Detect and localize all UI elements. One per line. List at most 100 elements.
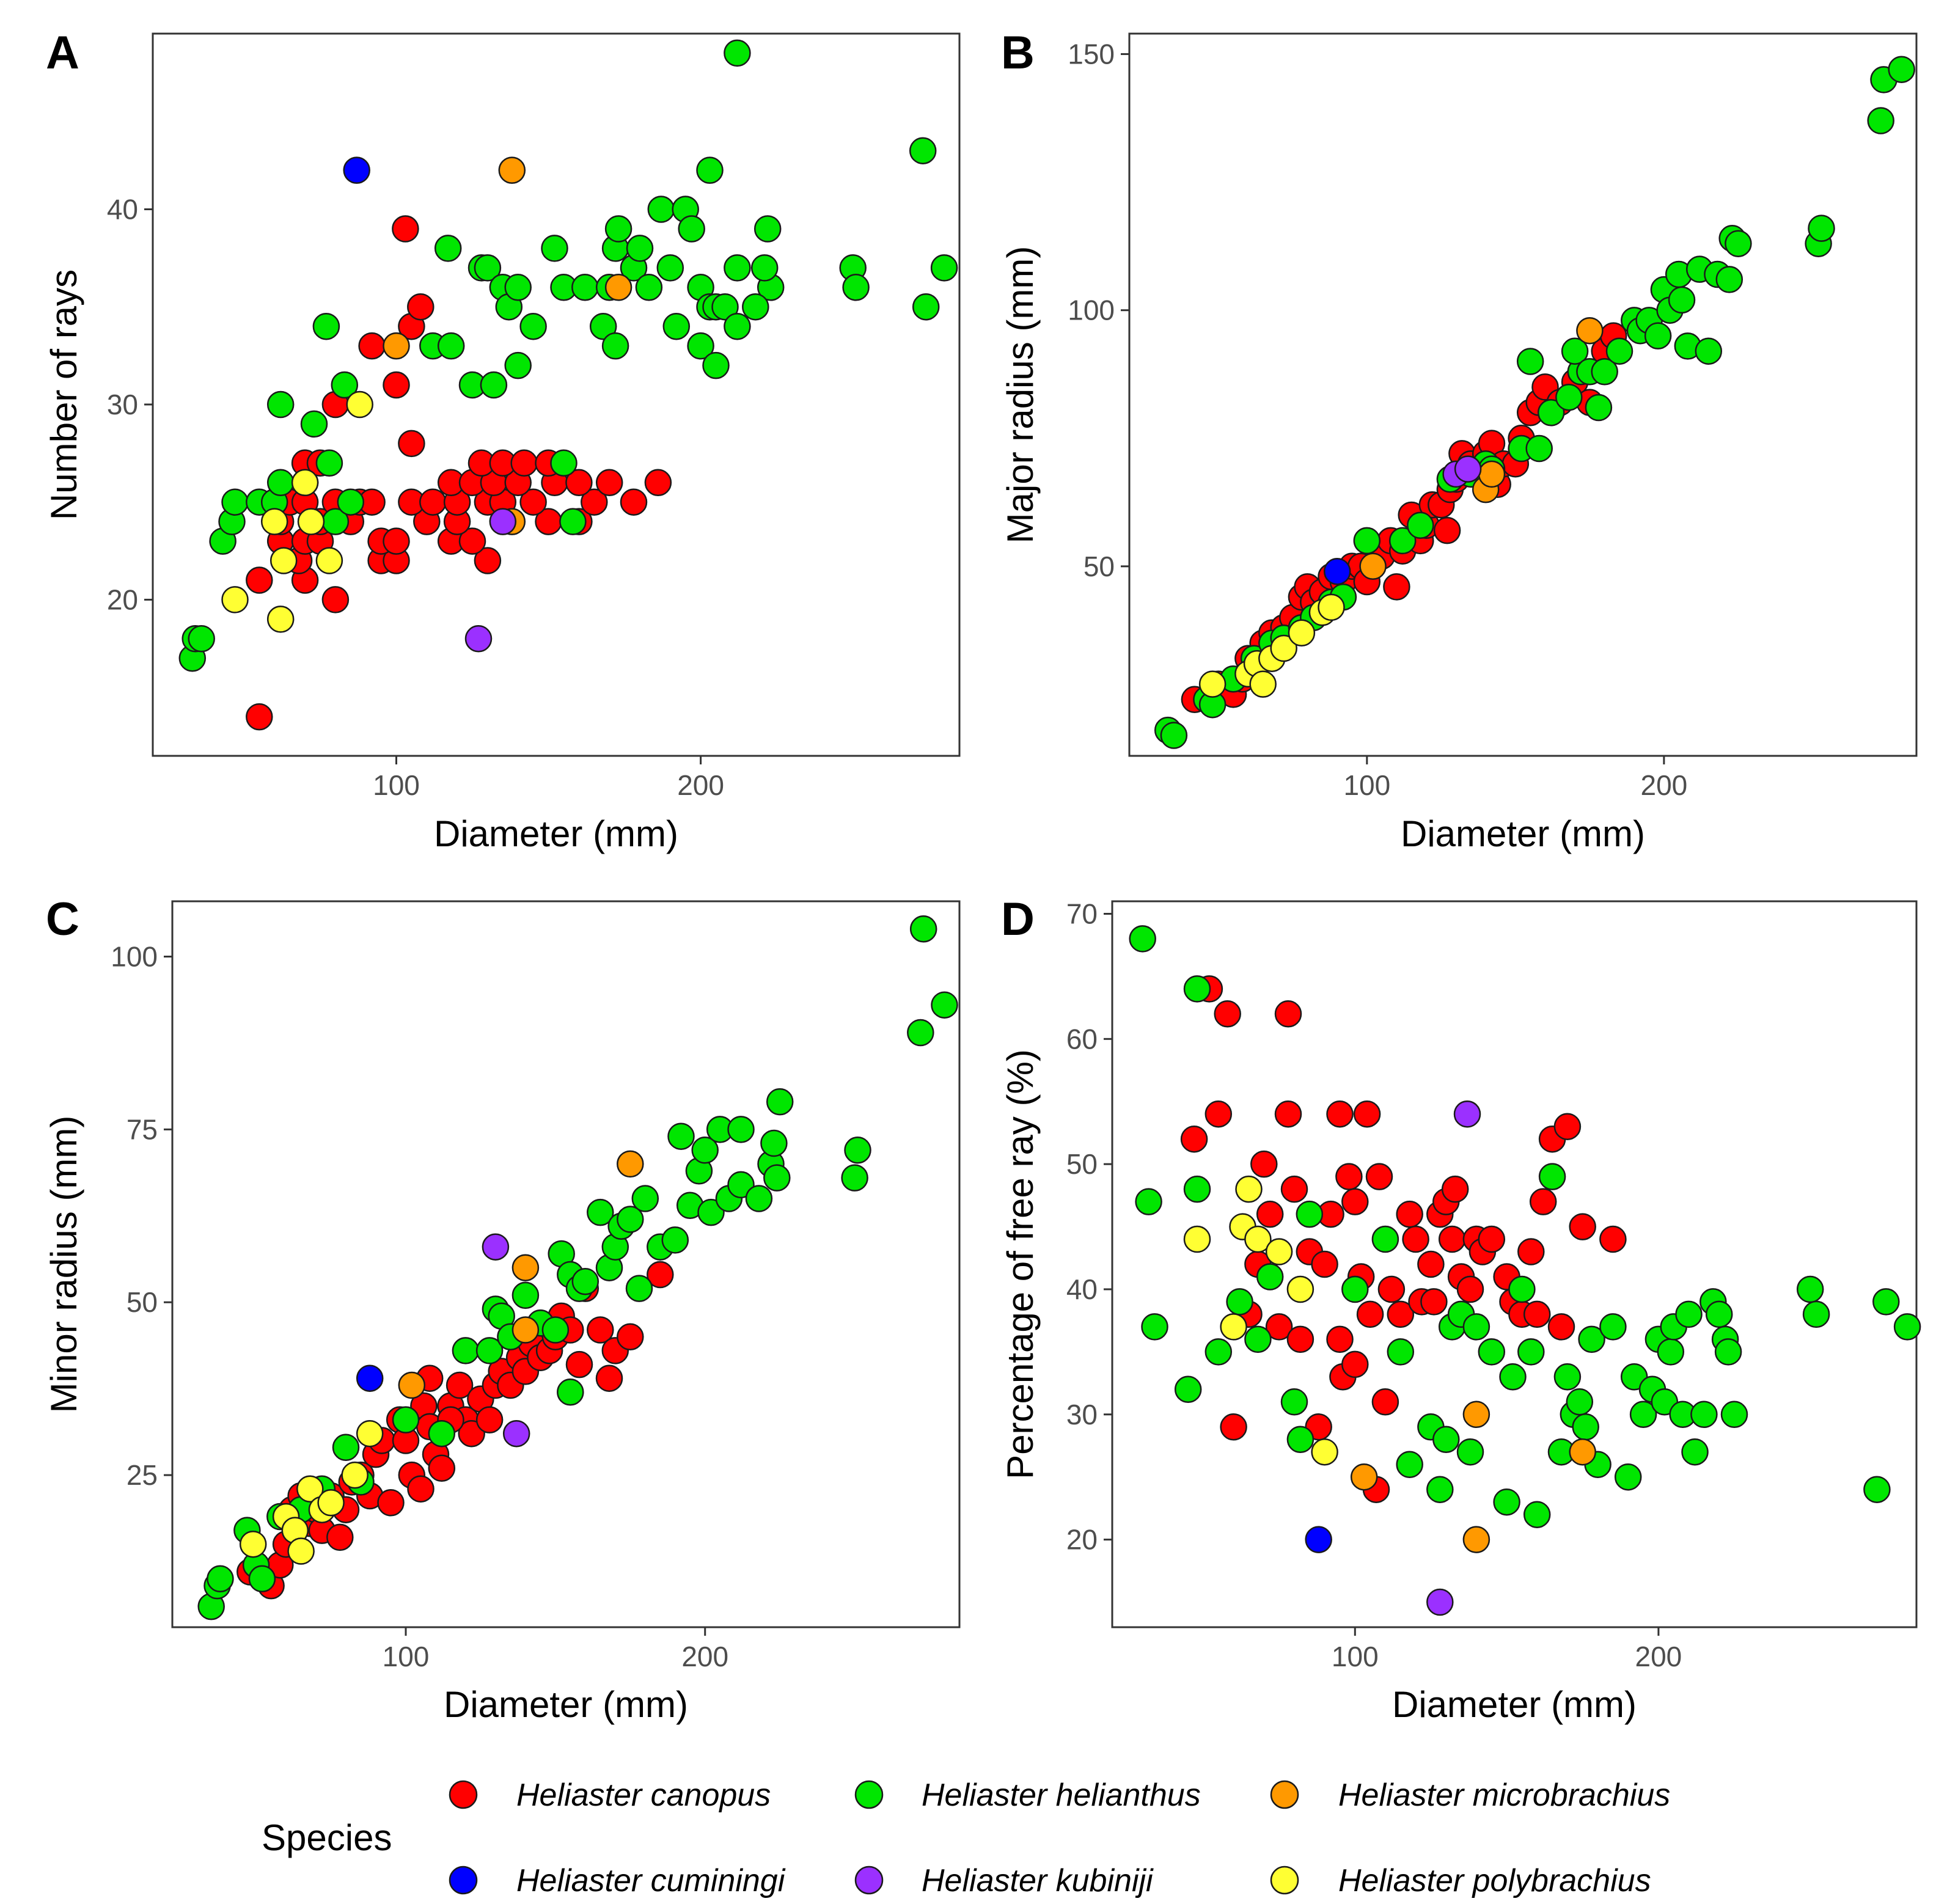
panel-c-point-canopus-17 — [377, 1489, 405, 1517]
panel-a-point-helianthus-16 — [312, 312, 340, 340]
panel-b-point-helianthus-21 — [1525, 434, 1553, 463]
panel-a-point-helianthus-12 — [550, 449, 578, 477]
panel-d-point-canopus-12 — [1280, 1175, 1308, 1203]
panel-d-point-polybrachius-5 — [1265, 1238, 1293, 1265]
panel-c-x-tick-label-1: 200 — [681, 1641, 728, 1672]
panel-a-y-tick-label-2: 40 — [107, 194, 138, 225]
panel-d-point-microbrachius-1 — [1462, 1526, 1491, 1553]
panel-c-point-polybrachius-4 — [296, 1475, 324, 1503]
panel-d-point-helianthus-2 — [1141, 1313, 1168, 1341]
panel-c-point-helianthus-11 — [392, 1406, 420, 1433]
legend-key-canopus — [449, 1780, 478, 1809]
panel-a-point-canopus-53 — [358, 332, 386, 360]
panel-d-point-canopus-45 — [1478, 1225, 1506, 1253]
panel-d-point-helianthus-27 — [1508, 1275, 1536, 1303]
legend-key-cuminingi — [449, 1866, 478, 1895]
panel-d-point-helianthus-32 — [1553, 1363, 1582, 1391]
panel-d-point-helianthus-55 — [1720, 1401, 1748, 1429]
panel-a-point-helianthus-33 — [589, 312, 617, 340]
panel-d-point-canopus-10 — [1274, 1000, 1302, 1028]
panel-c-point-canopus-49 — [647, 1261, 674, 1289]
panel-a-y-tick-label-1: 30 — [107, 389, 138, 420]
panel-a-letter: A — [46, 27, 79, 79]
panel-a-point-helianthus-22 — [480, 371, 508, 399]
panel-d-x-tick-label-0: 100 — [1332, 1641, 1379, 1672]
legend-key-kubiniji — [854, 1866, 884, 1895]
panel-c-point-canopus-25 — [428, 1454, 456, 1482]
panel-b-point-helianthus-12 — [1353, 527, 1381, 555]
panel-c-point-microbrachius-1 — [512, 1316, 540, 1344]
panel-d-x-tick-label-1: 200 — [1635, 1641, 1682, 1672]
panel-d-point-helianthus-12 — [1296, 1200, 1324, 1228]
panel-c-point-microbrachius-0 — [398, 1371, 426, 1399]
legend-label-canopus: Heliaster canopus — [516, 1778, 771, 1813]
panel-a-point-polybrachius-4 — [291, 469, 319, 497]
panel-a-point-kubiniji-1 — [489, 508, 517, 535]
panel-b-x-label: Diameter (mm) — [1401, 813, 1645, 854]
panel-b-letter: B — [1001, 27, 1035, 79]
panel-d-point-canopus-0 — [1180, 1125, 1208, 1153]
panel-b-point-polybrachius-8 — [1318, 593, 1345, 621]
panel-a-point-canopus-50 — [398, 430, 425, 458]
panel-b: 100 200 50 100 150 B Diameter (mm) Major rad… — [1000, 27, 1918, 854]
panel-b-point-helianthus-20 — [1516, 348, 1544, 375]
panel-d-point-helianthus-48 — [1675, 1300, 1703, 1328]
panel-d-point-helianthus-49 — [1681, 1438, 1709, 1466]
panel-a-point-polybrachius-1 — [266, 606, 295, 633]
panel-a-point-helianthus-53 — [724, 254, 751, 282]
panel-c-point-canopus-29 — [458, 1419, 485, 1448]
panel-a-point-helianthus-11 — [559, 508, 587, 535]
panel-d-point-helianthus-4 — [1183, 1175, 1211, 1203]
panel-a-point-canopus-0 — [246, 703, 273, 731]
panel-d-point-canopus-22 — [1341, 1350, 1369, 1379]
panel-a-point-helianthus-19 — [437, 332, 465, 360]
panel-b-point-polybrachius-3 — [1249, 670, 1277, 698]
panel-a-point-helianthus-34 — [601, 332, 629, 360]
panel-d-point-helianthus-11 — [1286, 1426, 1314, 1454]
panel-c-point-helianthus-13 — [452, 1337, 480, 1364]
panel-a-point-helianthus-27 — [504, 274, 532, 301]
panel-c-point-helianthus-31 — [631, 1185, 659, 1212]
panel-a-point-helianthus-45 — [678, 215, 705, 243]
panel-a-point-canopus-33 — [581, 488, 608, 516]
panel-a-y-tick-label-0: 20 — [107, 584, 138, 615]
panel-c-point-helianthus-51 — [909, 915, 937, 943]
panel-d-letter: D — [1001, 893, 1035, 945]
panel-d-point-canopus-13 — [1286, 1325, 1314, 1353]
panel-b-point-helianthus-25 — [1561, 337, 1589, 365]
panel-b-points — [1154, 56, 1915, 749]
panel-a-point-helianthus-41 — [647, 196, 675, 223]
panel-d-point-canopus-2 — [1204, 1100, 1233, 1128]
panel-d-point-helianthus-45 — [1657, 1338, 1685, 1366]
panel-d-point-helianthus-41 — [1629, 1401, 1657, 1429]
legend-entry-microbrachius: Heliaster microbrachius — [1270, 1778, 1670, 1813]
legend: Species Heliaster canopus Heliaster heli… — [262, 1778, 1670, 1899]
panel-a-point-helianthus-60 — [842, 274, 870, 301]
panel-d-point-helianthus-30 — [1538, 1163, 1566, 1190]
panel-a-point-helianthus-29 — [504, 351, 532, 379]
panel-a-point-canopus-56 — [392, 215, 419, 243]
panel-b-y-tick-label-0: 50 — [1084, 551, 1115, 582]
panel-b-point-canopus-20 — [1383, 573, 1410, 601]
panel-d-y-tick-label-0: 20 — [1066, 1524, 1098, 1556]
panel-a-point-helianthus-40 — [635, 274, 663, 301]
panel-b-point-polybrachius-5 — [1270, 634, 1297, 662]
panel-b-x-tick-label-1: 200 — [1640, 769, 1687, 801]
panel-a-point-helianthus-56 — [742, 293, 769, 321]
panel-a-point-helianthus-5 — [221, 488, 249, 516]
panel-b-point-cuminingi-0 — [1323, 557, 1351, 585]
panel-d-point-canopus-4 — [1220, 1413, 1247, 1441]
panel-a-point-helianthus-14 — [266, 390, 295, 419]
panel-d-point-helianthus-19 — [1432, 1426, 1460, 1454]
panel-b-point-helianthus-27 — [1585, 394, 1613, 422]
panel-d-point-helianthus-58 — [1863, 1476, 1891, 1503]
panel-d-point-helianthus-50 — [1690, 1401, 1718, 1429]
panel-a-point-helianthus-54 — [696, 156, 724, 184]
panel-d-point-canopus-29 — [1371, 1388, 1399, 1416]
panel-d-point-canopus-16 — [1311, 1250, 1338, 1278]
panel-a-points — [178, 39, 958, 731]
panel-d-point-helianthus-56 — [1796, 1275, 1824, 1303]
panel-a-point-helianthus-30 — [541, 235, 568, 262]
panel-b-point-helianthus-13 — [1388, 527, 1417, 555]
panel-a-point-helianthus-37 — [604, 215, 632, 243]
